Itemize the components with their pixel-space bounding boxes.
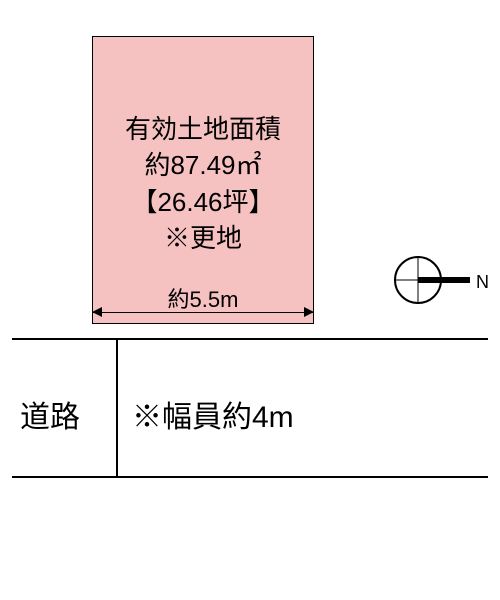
compass-north-label: N [476, 272, 489, 293]
road-width-label: ※幅員約4m [132, 392, 294, 436]
lot-info-text: 有効土地面積約87.49㎡【26.46坪】※更地 [93, 111, 313, 257]
road-boundary-top [12, 338, 488, 340]
road-boundary-bottom [12, 476, 488, 478]
lot-plot: 有効土地面積約87.49㎡【26.46坪】※更地 [92, 36, 314, 324]
lot-width-dimension-label: 約5.5m [153, 282, 253, 314]
road-label: 道路 [20, 392, 80, 436]
compass-icon [394, 256, 442, 304]
road-label-divider [116, 338, 118, 478]
